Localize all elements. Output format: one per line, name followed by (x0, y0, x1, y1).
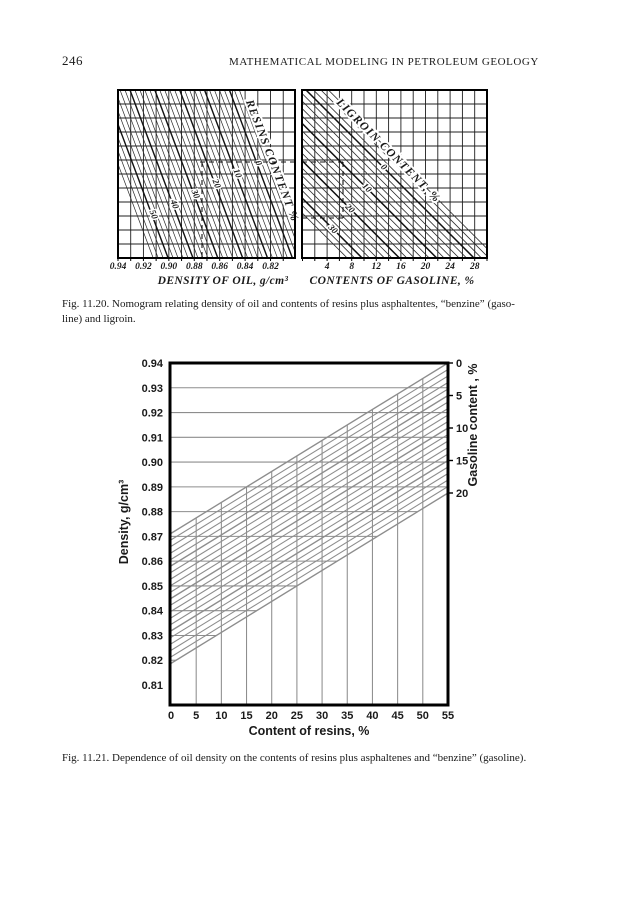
resins-tick: 10 (215, 710, 227, 722)
density-tick: 0.86 (142, 556, 163, 568)
gasoline-content-tick: 10 (456, 423, 468, 435)
density-tick-label: 0.82 (262, 262, 279, 272)
density-tick: 0.89 (142, 482, 163, 494)
density-tick: 0.93 (142, 383, 163, 395)
gasoline-axis-title: CONTENTS OF GASOLINE, % (310, 275, 475, 287)
density-tick-label: 0.88 (186, 262, 203, 272)
resins-hatch-band (118, 90, 295, 258)
resins-content-title: RESINS CONTENT % (243, 97, 301, 223)
fig-11-21-border (168, 361, 450, 707)
ligroin-content-title: LIGROIN CONTENT, % (333, 96, 442, 205)
ligroin-hatch-band (302, 90, 487, 258)
density-tick: 0.85 (142, 581, 163, 593)
fig-11-20-caption: Fig. 11.20. Nomogram relating density of… (62, 297, 570, 326)
dashed-example-trace (200, 161, 344, 258)
density-axis-title: DENSITY OF OIL, g/cm³ (157, 275, 289, 287)
resins-tick: 25 (291, 710, 303, 722)
gasoline-tick-label: 20 (420, 262, 431, 272)
density-tick: 0.91 (142, 432, 163, 444)
density-tick: 0.87 (142, 531, 163, 543)
resins-tick: 40 (366, 710, 378, 722)
y-axis-title: Density, g/cm³ (117, 480, 131, 565)
gasoline-content-tick: 20 (456, 488, 468, 500)
resins-tick: 50 (417, 710, 429, 722)
page-number: 246 (62, 53, 83, 68)
density-tick: 0.92 (142, 408, 163, 420)
fig-11-21-chart: 0 5 10 15 20 0.94 0.93 0.92 0.91 0.90 0.89 0.88 0.87… (117, 358, 480, 738)
gasoline-tick-label: 4 (324, 262, 330, 272)
resins-tick: 30 (316, 710, 328, 722)
gasoline-content-tick: 5 (456, 391, 462, 403)
y2-axis-title: Gasoline content , % (466, 364, 480, 487)
gasoline-tick-label: 16 (396, 262, 406, 272)
density-tick: 0.83 (142, 630, 163, 642)
density-tick: 0.82 (142, 655, 163, 667)
density-tick-label: 0.86 (211, 262, 228, 272)
fig-11-20-caption-line1: Fig. 11.20. Nomogram relating density of… (62, 298, 515, 310)
density-tick: 0.90 (142, 457, 163, 469)
gasoline-tick-label: 28 (469, 262, 480, 272)
resins-tick: 35 (341, 710, 353, 722)
fig-11-20-caption-line2: line) and ligroin. (62, 312, 136, 325)
resins-tick: 20 (266, 710, 278, 722)
density-tick-label: 0.90 (161, 262, 178, 272)
gasoline-tick-label: 24 (444, 262, 455, 272)
resins-tick: 45 (391, 710, 403, 722)
density-tick-label: 0.92 (135, 262, 152, 272)
gasoline-tick-label: 8 (349, 262, 354, 272)
resins-tick: 5 (193, 710, 199, 722)
resins-tick: 15 (240, 710, 252, 722)
density-tick-label: 0.84 (237, 262, 254, 272)
density-tick: 0.84 (142, 606, 164, 618)
density-tick-label: 0.94 (110, 262, 127, 272)
resins-tick: 55 (442, 710, 454, 722)
resins-tick: 0 (168, 710, 174, 722)
density-tick: 0.81 (142, 680, 163, 692)
ligroin-line-label: 0 (379, 162, 390, 173)
right-chart-border (301, 89, 488, 259)
gasoline-content-tick: 0 (456, 358, 462, 370)
gasoline-content-tick: 15 (456, 456, 468, 468)
fig-11-21-caption: Fig. 11.21. Dependence of oil density on… (62, 752, 527, 764)
running-head: MATHEMATICAL MODELING IN PETROLEUM GEOLO… (229, 56, 539, 68)
gasoline-line-family (169, 362, 449, 665)
density-tick: 0.88 (142, 507, 163, 519)
resins-line-label: 0 (253, 159, 264, 167)
density-tick: 0.94 (142, 358, 164, 370)
x-axis-title: Content of resins, % (249, 724, 370, 738)
gasoline-tick-label: 12 (372, 262, 382, 272)
